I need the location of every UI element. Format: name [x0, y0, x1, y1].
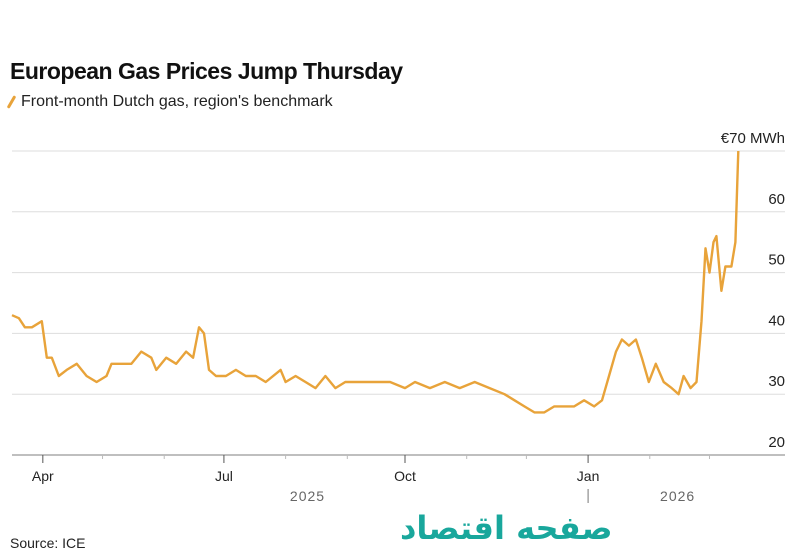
legend-label: Front-month Dutch gas, region's benchmar… [21, 93, 333, 110]
y-tick-label: 30 [768, 373, 785, 390]
y-tick-label: €70 MWh [721, 130, 785, 147]
x-tick-label: Jan [577, 468, 600, 484]
y-tick-label: 60 [768, 191, 785, 208]
y-tick-label: 20 [768, 434, 785, 451]
y-tick-label: 50 [768, 252, 785, 269]
series-line [11, 150, 740, 414]
x-tick-label: Jul [215, 468, 233, 484]
source-note: Source: ICE [10, 535, 86, 551]
year-label: 2025 [290, 488, 325, 504]
legend-item: Front-month Dutch gas, region's benchmar… [6, 93, 333, 111]
chart-title: European Gas Prices Jump Thursday [10, 58, 403, 84]
x-tick-label: Oct [394, 468, 416, 484]
watermark-logo: صفحه اقتصاد [400, 509, 613, 547]
year-label: 2026 [660, 488, 695, 504]
y-tick-label: 40 [768, 312, 785, 329]
x-tick-label: Apr [32, 468, 54, 484]
